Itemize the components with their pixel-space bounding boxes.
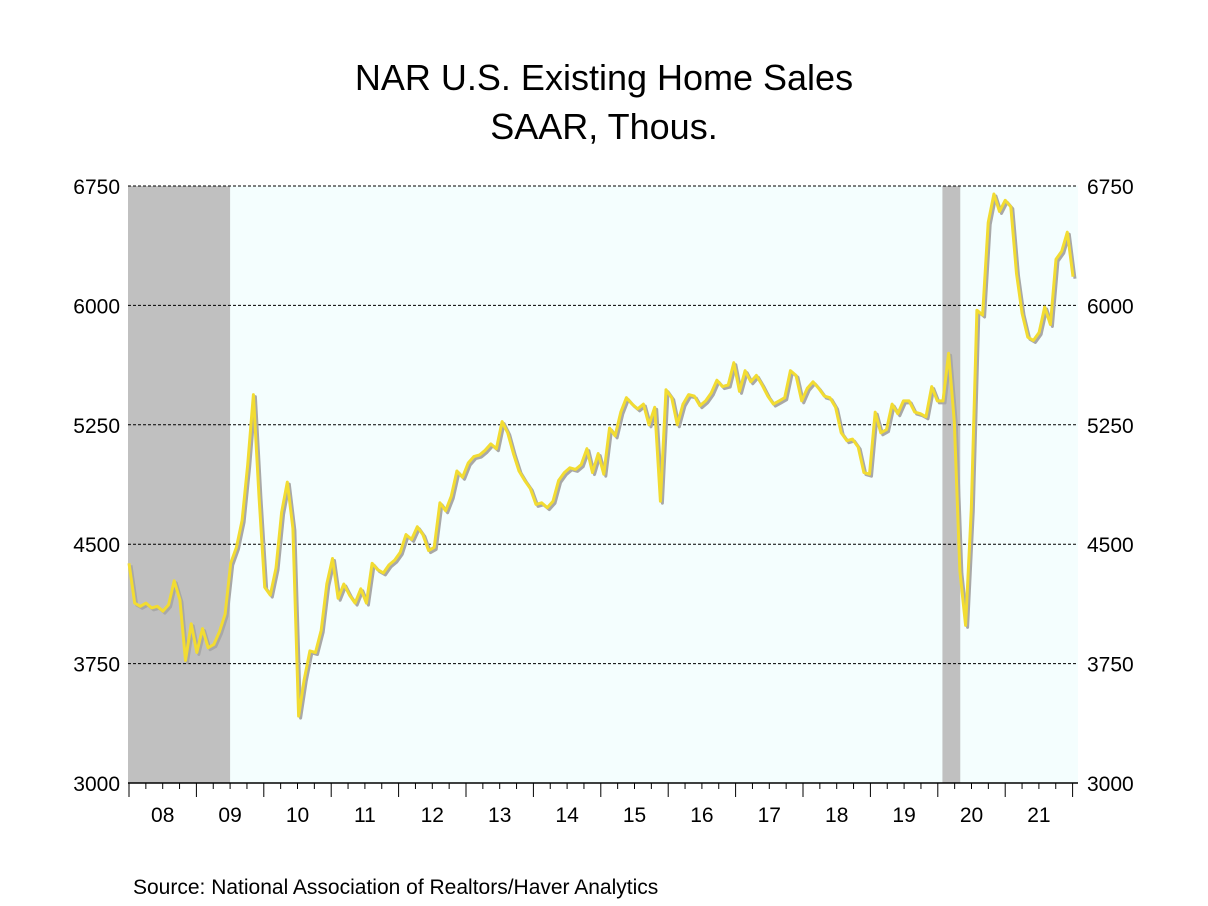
y-tick-label-right: 4500 (1087, 534, 1134, 557)
x-tick-label: 12 (421, 804, 444, 827)
y-tick-label-right: 3000 (1087, 773, 1134, 796)
y-tick-label-left: 3000 (73, 773, 120, 796)
x-tick-label: 09 (218, 804, 241, 827)
x-tick-label: 20 (960, 804, 983, 827)
series-line (127, 192, 1075, 718)
x-tick-label: 14 (555, 804, 579, 827)
chart-title: NAR U.S. Existing Home Sales (354, 57, 854, 98)
y-tick-label-right: 6750 (1087, 176, 1134, 199)
recession-band (942, 186, 961, 783)
y-tick-label-left: 5250 (73, 415, 120, 438)
x-tick-label: 18 (825, 804, 848, 827)
x-tick-label: 21 (1027, 804, 1050, 827)
recession-band (128, 186, 231, 783)
x-tick-label: 10 (286, 804, 309, 827)
y-tick-label-left: 3750 (73, 654, 120, 677)
x-tick-label: 13 (488, 804, 511, 827)
x-tick-label: 17 (758, 804, 781, 827)
y-tick-label-right: 5250 (1087, 415, 1134, 438)
chart-subtitle: SAAR, Thous. (490, 106, 718, 147)
x-tick-label: 16 (690, 804, 713, 827)
y-tick-label-right: 6000 (1087, 295, 1134, 318)
x-tick-label: 15 (623, 804, 646, 827)
plot-area (128, 186, 1078, 783)
x-tick-label: 11 (354, 804, 376, 827)
x-tick-label: 19 (892, 804, 915, 827)
y-tick-label-left: 6750 (73, 176, 120, 199)
source-note: Source: National Association of Realtors… (133, 876, 659, 899)
y-tick-label-left: 4500 (73, 534, 120, 557)
y-tick-label-right: 3750 (1087, 654, 1134, 677)
y-tick-label-left: 6000 (73, 295, 120, 318)
x-tick-label: 08 (151, 804, 174, 827)
